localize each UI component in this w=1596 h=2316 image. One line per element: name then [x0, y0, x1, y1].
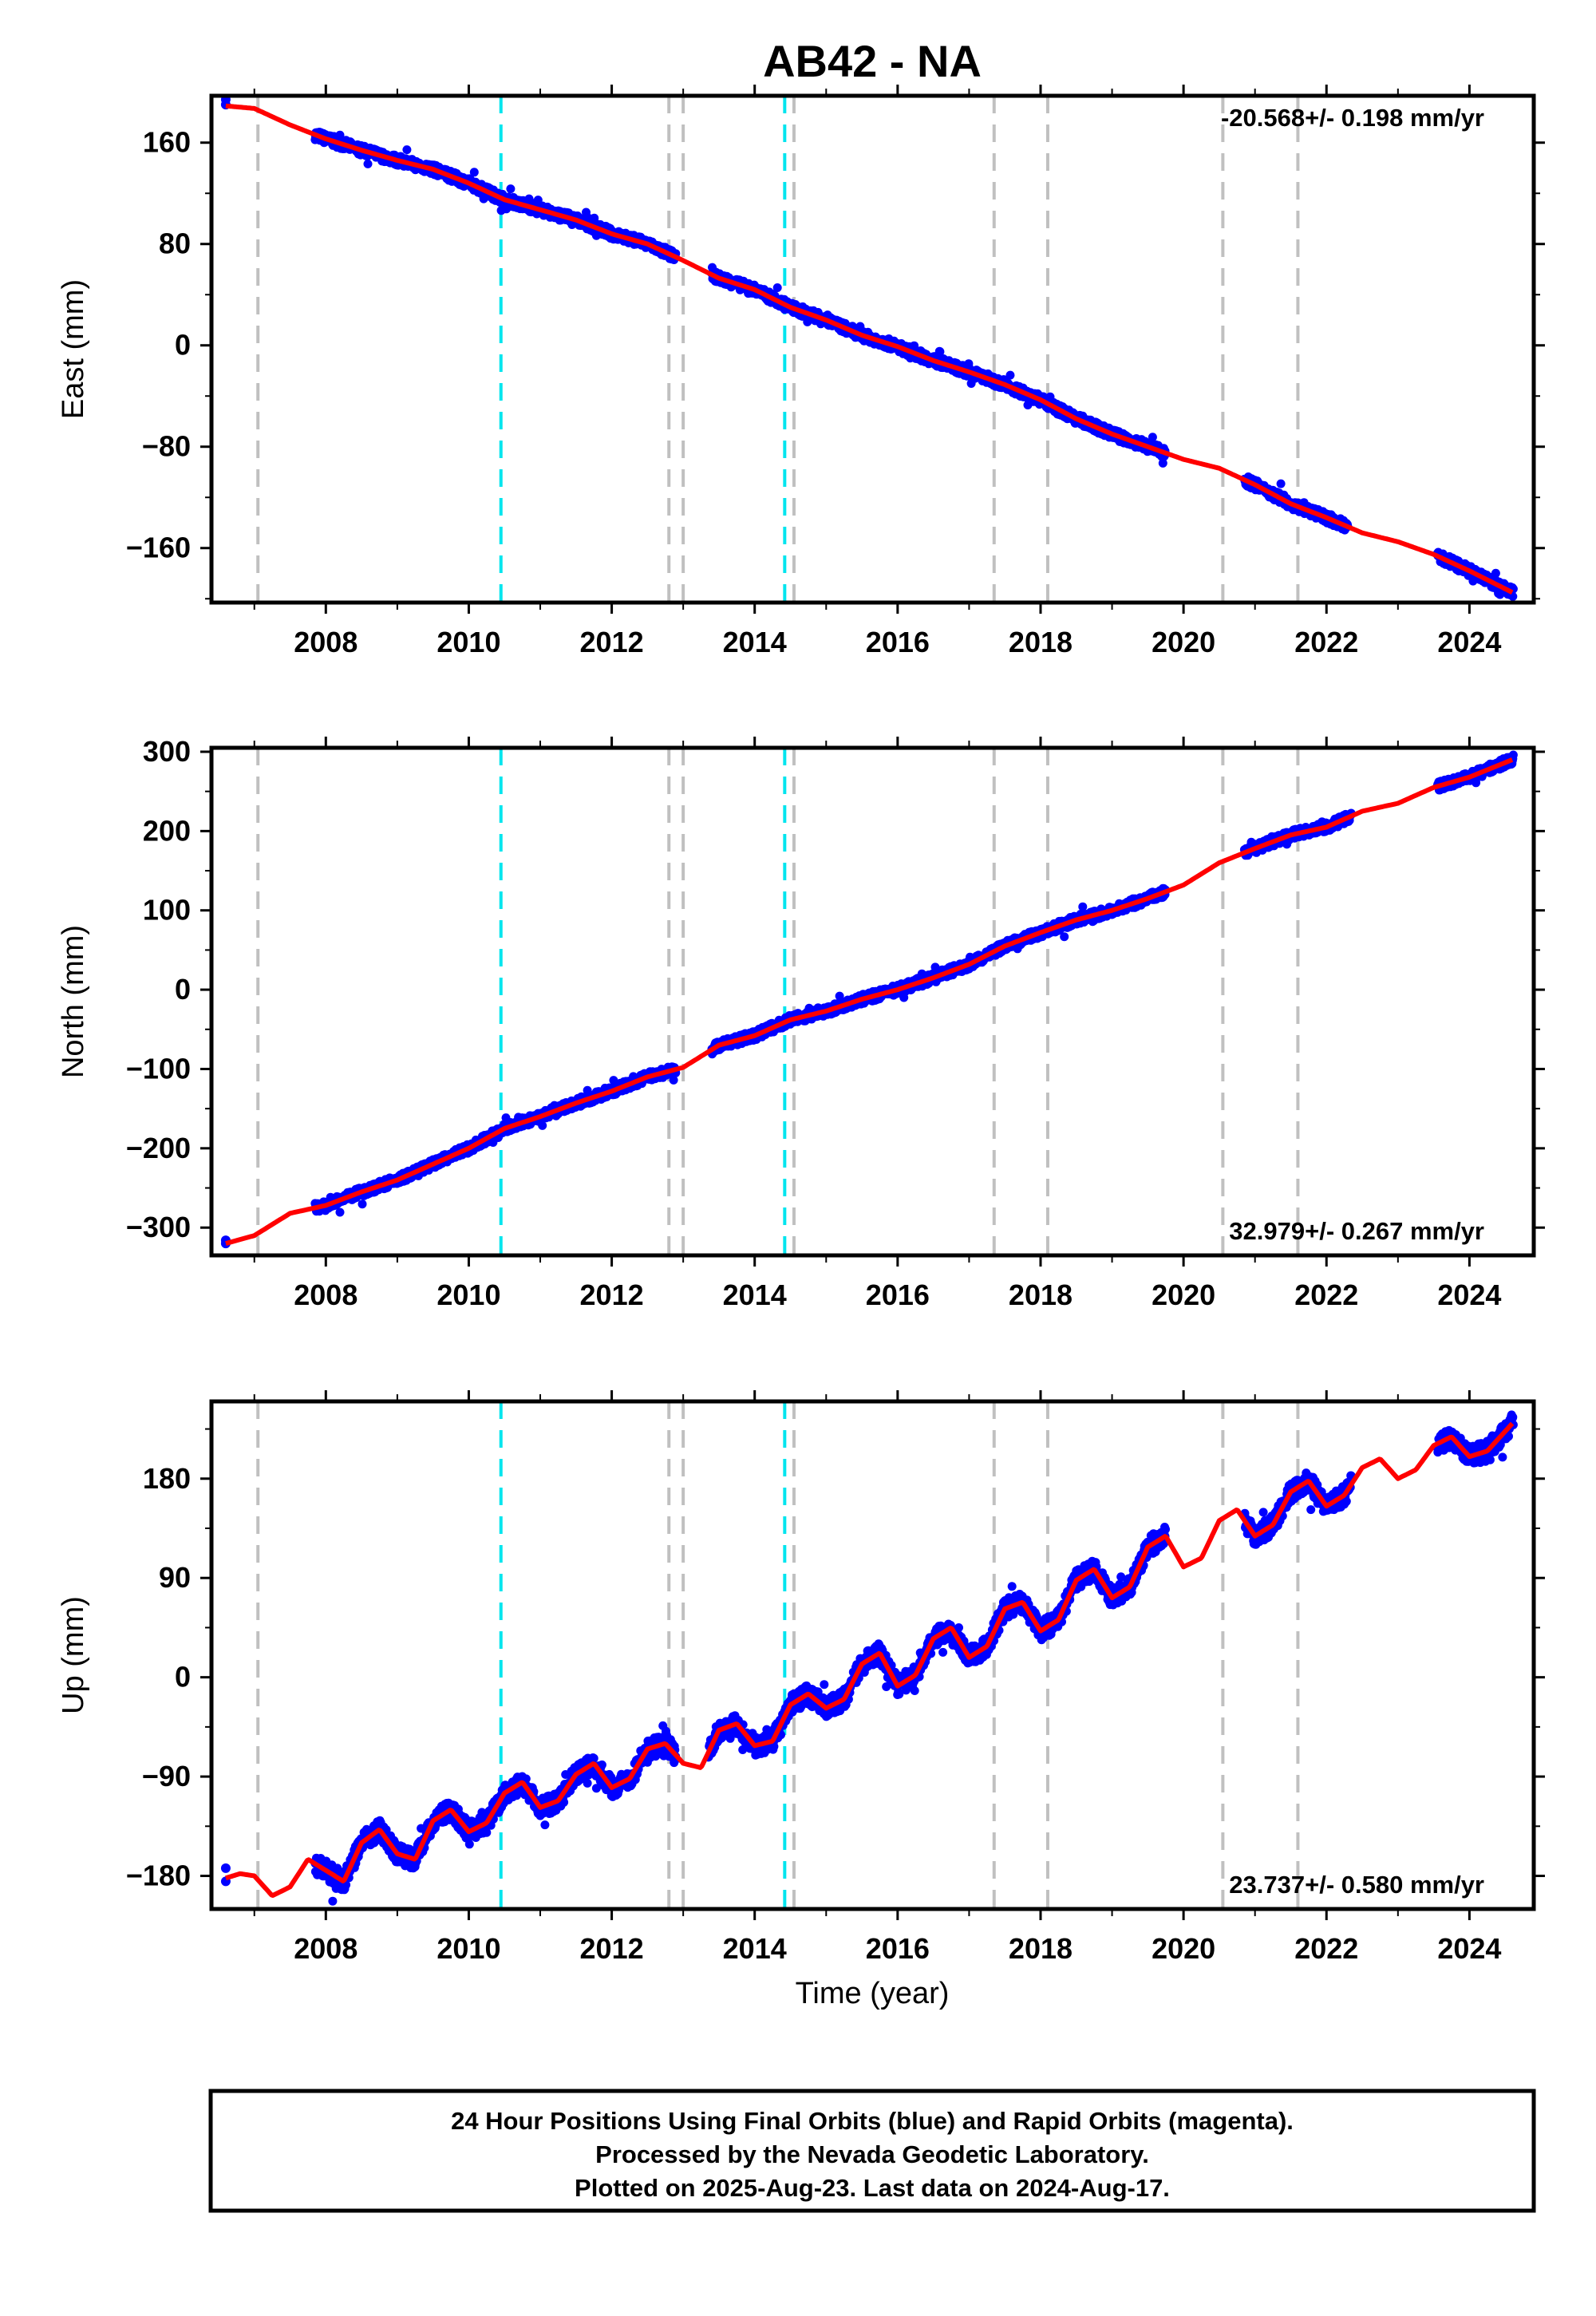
observation-point: [363, 159, 373, 168]
y-tick-label: 300: [143, 735, 191, 768]
y-axis-label: East (mm): [57, 279, 90, 419]
y-tick-label: 0: [175, 973, 191, 1006]
observation-point: [1078, 902, 1088, 911]
observation-point: [469, 168, 479, 177]
y-tick-label: 200: [143, 814, 191, 847]
rate-annotation: 32.979+/- 0.267 mm/yr: [1229, 1217, 1484, 1245]
rate-annotation: -20.568+/- 0.198 mm/yr: [1221, 104, 1484, 132]
observation-point: [538, 1120, 547, 1130]
plot-area: [220, 748, 1518, 1255]
x-tick-label: 2020: [1152, 626, 1215, 658]
x-tick-label: 2022: [1294, 1279, 1358, 1311]
observation-point: [335, 1207, 345, 1217]
observation-point: [669, 1075, 678, 1085]
observation-point: [1158, 458, 1167, 468]
y-tick-label: 0: [175, 329, 191, 362]
x-tick-label: 2016: [866, 626, 930, 658]
chart-title: AB42 - NA: [763, 36, 982, 86]
observation-point: [220, 1863, 231, 1873]
y-tick-label: −200: [126, 1132, 191, 1164]
y-tick-label: 100: [143, 894, 191, 927]
x-tick-label: 2010: [437, 1279, 500, 1311]
observation-point: [335, 130, 345, 140]
y-tick-label: −100: [126, 1052, 191, 1085]
observation-points: [220, 96, 1518, 601]
observation-point: [772, 283, 782, 292]
x-tick-label: 2014: [723, 1279, 787, 1311]
x-tick-label: 2008: [294, 1279, 358, 1311]
x-tick-label: 2022: [1294, 626, 1358, 658]
y-tick-label: −300: [126, 1211, 191, 1243]
observation-point: [506, 184, 516, 194]
observation-point: [1005, 370, 1015, 380]
x-tick-label: 2012: [580, 1279, 644, 1311]
observation-point: [1276, 479, 1286, 488]
x-tick-label: 2010: [437, 626, 500, 658]
x-tick-label: 2014: [723, 626, 787, 658]
observation-point: [220, 96, 231, 105]
x-tick-label: 2018: [1009, 1279, 1073, 1311]
observation-point: [935, 347, 945, 357]
x-tick-label: 2024: [1437, 1279, 1501, 1311]
model-line: [224, 103, 1514, 595]
y-tick-label: 80: [159, 227, 191, 260]
observation-point: [1508, 591, 1518, 601]
x-tick-label: 2012: [580, 626, 644, 658]
observation-point: [1060, 932, 1069, 942]
north-panel: 300 200 100 0 −100 −200 −300 2008 2010 2012 2014 20…: [57, 735, 1545, 1311]
y-tick-label: −80: [142, 430, 191, 463]
plot-frame: [209, 93, 1536, 605]
x-tick-label: 2024: [1437, 626, 1501, 658]
y-tick-label: 160: [143, 126, 191, 159]
observation-point: [358, 1199, 367, 1209]
plot-area: [220, 96, 1518, 603]
observation-point: [402, 145, 412, 155]
observation-point: [1148, 433, 1157, 442]
x-tick-label: 2016: [866, 1279, 930, 1311]
observation-point: [1491, 568, 1500, 578]
x-tick-label: 2008: [294, 626, 358, 658]
east-panel: 160 80 0 −80 −160 2008 2010 2012 2014 2016 2018 202…: [57, 85, 1545, 658]
observation-point: [328, 1896, 338, 1906]
plot-area: [220, 1401, 1518, 1909]
y-axis-label: North (mm): [57, 925, 90, 1078]
y-tick-label: −160: [126, 532, 191, 564]
x-tick-label: 2020: [1152, 1279, 1215, 1311]
x-tick-label: 2018: [1009, 626, 1073, 658]
